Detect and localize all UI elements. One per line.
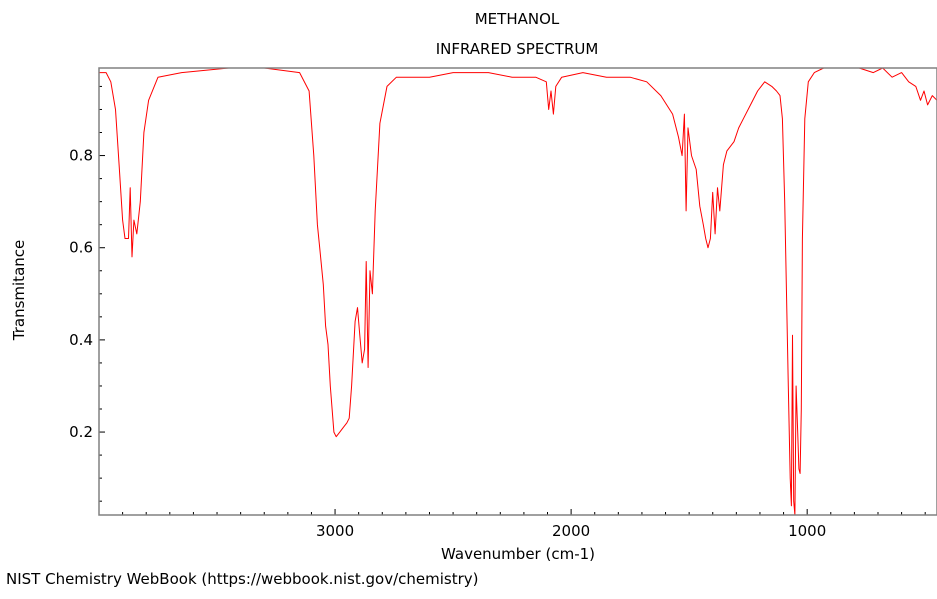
plot-frame	[98, 67, 937, 516]
y-tick-label: 0.4	[69, 331, 93, 349]
footer-credit: NIST Chemistry WebBook (https://webbook.…	[6, 570, 479, 588]
x-tick-label: 3000	[316, 522, 354, 540]
y-tick-label: 0.8	[69, 147, 93, 165]
chart-title-line-1: METHANOL	[475, 10, 560, 28]
y-axis-ticks: 0.2 0.4 0.6 0.8	[69, 85, 105, 502]
y-axis-label: Transmitance	[10, 240, 28, 341]
x-axis-label: Wavenumber (cm-1)	[441, 545, 595, 563]
series-line-spectrum	[99, 67, 937, 516]
y-tick-label: 0.6	[69, 239, 93, 257]
x-tick-label: 2000	[552, 522, 590, 540]
x-axis-ticks: 3000 2000 1000	[122, 509, 926, 540]
x-tick-label: 1000	[788, 522, 826, 540]
chart-title-line-2: INFRARED SPECTRUM	[436, 40, 599, 58]
y-tick-label: 0.2	[69, 423, 93, 441]
